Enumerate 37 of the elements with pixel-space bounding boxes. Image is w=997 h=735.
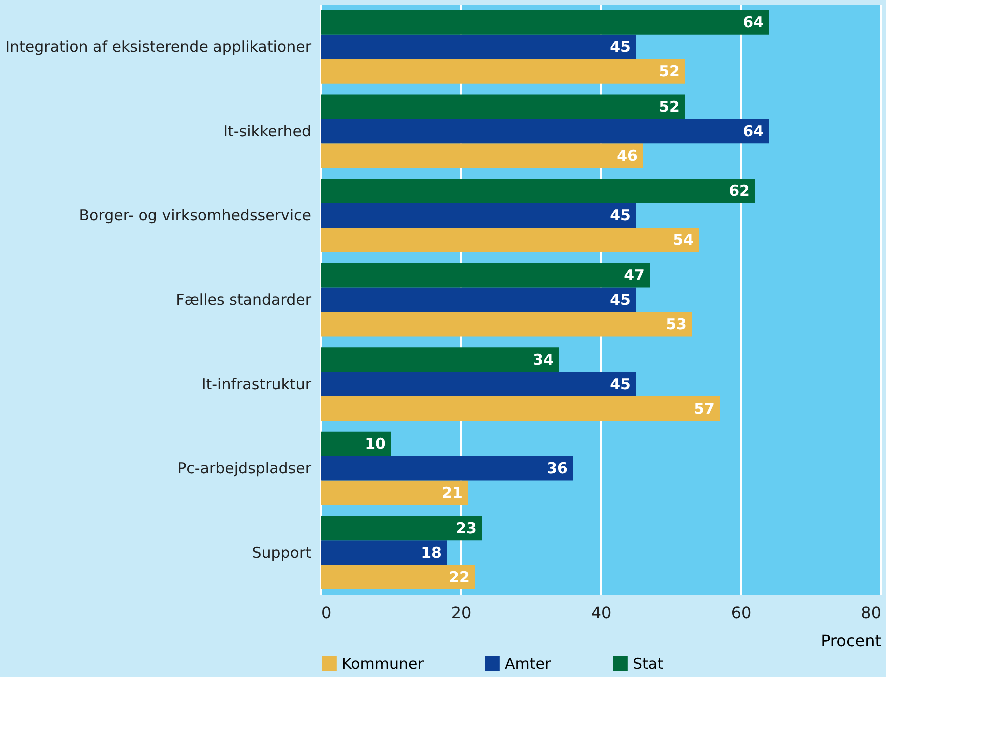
data-label: 36 [547,460,568,478]
y-tick-label: Borger- og virksomhedsservice [79,206,312,225]
data-label: 18 [421,544,442,562]
data-label: 10 [365,435,386,454]
data-label: 45 [610,291,631,309]
data-label: 47 [624,266,645,285]
data-label: 34 [533,350,554,369]
data-label: 22 [449,568,470,586]
data-label: 64 [743,122,764,140]
legend-label: Kommuner [342,654,425,673]
x-tick-label: 40 [591,604,612,622]
data-label: 64 [743,14,764,32]
legend-label: Amter [505,654,552,673]
data-label: 62 [729,182,750,200]
x-tick-label: 80 [861,604,882,622]
data-label: 46 [617,146,638,165]
data-label: 52 [659,62,680,81]
x-tick-label: 60 [731,604,752,622]
x-axis-title: Procent [821,632,882,650]
data-label: 57 [694,400,715,418]
data-label: 21 [442,484,463,502]
data-label: 53 [666,315,687,334]
y-tick-label: Integration af eksisterende applikationer [6,38,312,56]
x-tick-label: 0 [322,604,332,622]
data-label: 52 [659,98,680,116]
data-label: 45 [610,206,631,225]
x-tick-label: 20 [451,604,472,622]
data-label: 54 [673,231,694,250]
data-label: 23 [456,519,477,538]
y-tick-label: Fælles standarder [176,291,312,309]
data-label: 45 [610,38,631,56]
y-tick-label: It-infrastruktur [202,375,312,394]
y-tick-label: Support [252,544,312,562]
data-label: 45 [610,375,631,394]
y-tick-label: Pc-arbejdspladser [178,460,312,478]
legend-label: Stat [633,654,664,673]
y-tick-label: It-sikkerhed [224,122,312,140]
